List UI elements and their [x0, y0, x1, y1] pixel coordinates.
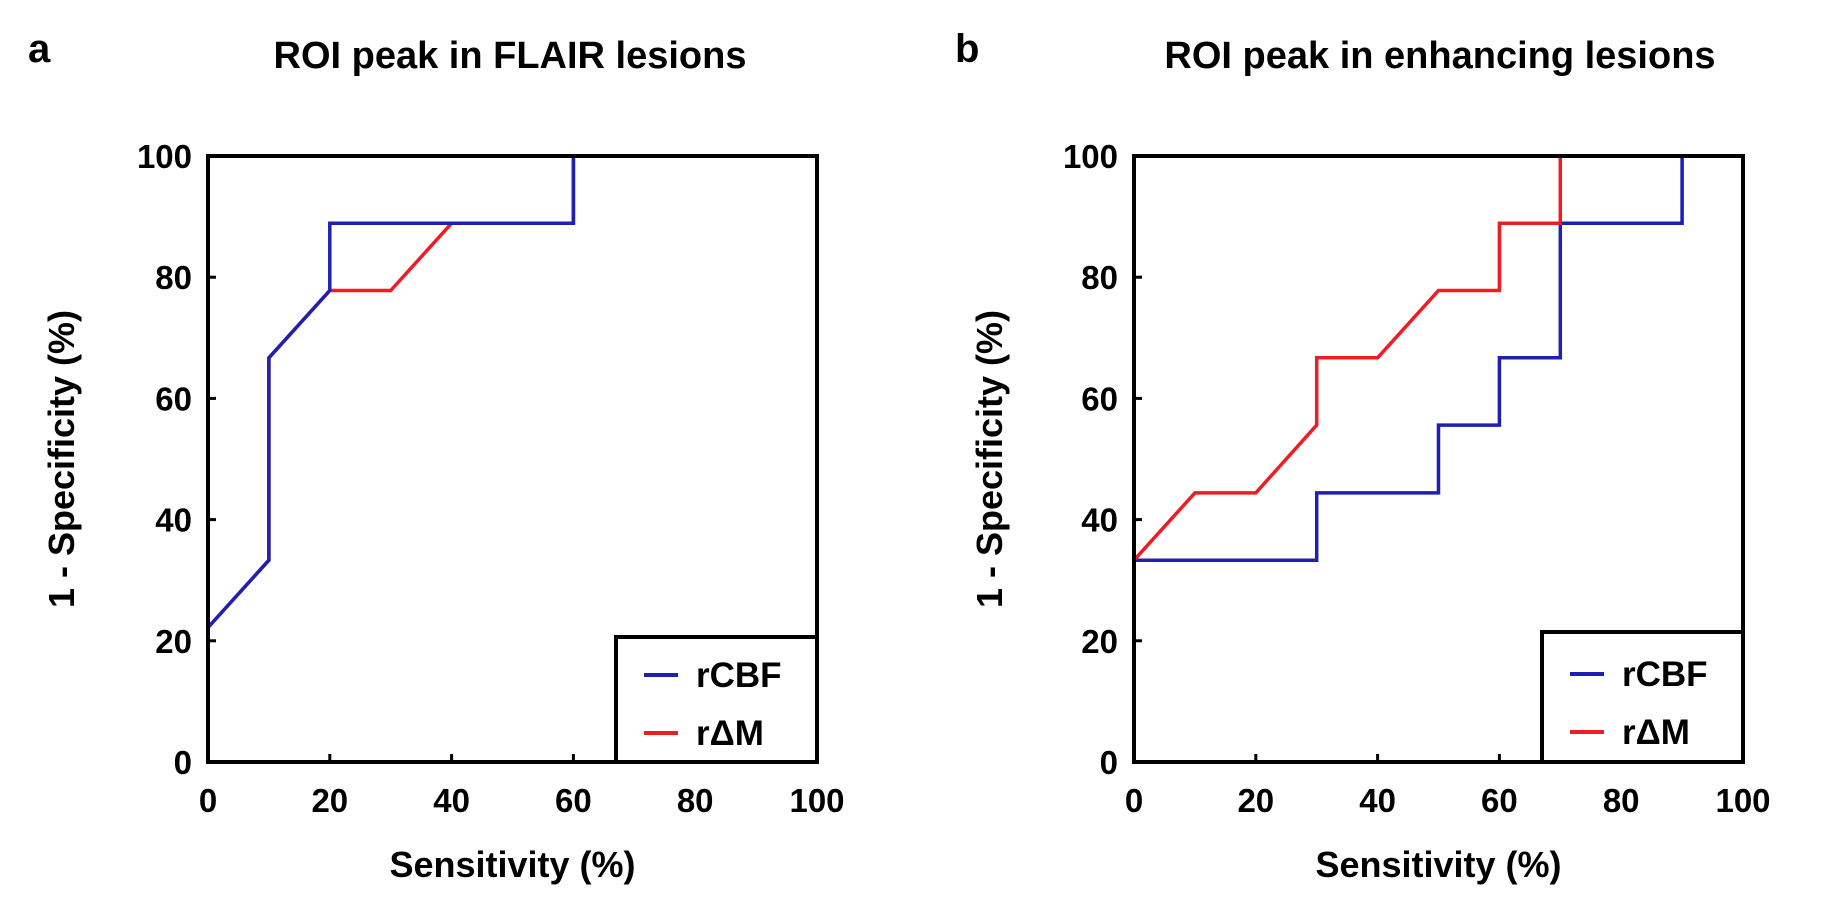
legend-box — [614, 635, 819, 764]
x-tick-label: 0 — [1125, 782, 1143, 819]
y-tick-label: 60 — [155, 380, 192, 417]
y-tick-label: 0 — [174, 744, 192, 781]
y-tick-label: 40 — [1081, 502, 1118, 539]
x-axis-label: Sensitivity (%) — [389, 844, 635, 885]
chart-panel-b: b ROI peak in enhancing lesions 0 20 40 60 80 1… — [955, 27, 1771, 885]
plot-frame — [1132, 154, 1745, 764]
x-tick-label: 0 — [199, 782, 217, 819]
legend: rCBF rΔM — [614, 635, 819, 764]
series-line-rdm — [1132, 154, 1743, 762]
legend: rCBF rΔM — [1540, 630, 1745, 764]
y-tick-label: 0 — [1100, 744, 1118, 781]
x-tick-label: 40 — [433, 782, 470, 819]
x-tick-label: 100 — [789, 782, 844, 819]
y-tick-label: 100 — [137, 138, 192, 175]
chart-title: ROI peak in FLAIR lesions — [274, 35, 747, 77]
x-tick-label: 80 — [1603, 782, 1640, 819]
legend-label: rCBF — [1622, 655, 1708, 694]
legend-label: rCBF — [696, 656, 782, 695]
x-tick-label: 60 — [555, 782, 592, 819]
y-tick-label: 20 — [1081, 623, 1118, 660]
panel-letter: b — [955, 27, 979, 71]
y-tick-label: 80 — [1081, 259, 1118, 296]
y-axis-label: 1 - Specificity (%) — [41, 310, 82, 608]
x-tick-label: 60 — [1481, 782, 1518, 819]
y-tick-label: 60 — [1081, 380, 1118, 417]
y-tick-label: 100 — [1063, 138, 1118, 175]
x-tick-label: 20 — [1237, 782, 1274, 819]
series-line-rcbf — [206, 154, 817, 762]
x-tick-label: 20 — [311, 782, 348, 819]
y-axis-label: 1 - Specificity (%) — [969, 310, 1010, 608]
y-tick-label: 40 — [155, 502, 192, 539]
chart-panel-a: a ROI peak in FLAIR lesions 0 20 40 60 80 100 0 2… — [28, 27, 845, 885]
x-tick-label: 100 — [1715, 782, 1770, 819]
x-axis-label: Sensitivity (%) — [1315, 844, 1561, 885]
panel-letter: a — [28, 27, 51, 71]
plot-frame — [206, 154, 819, 764]
legend-box — [1540, 630, 1745, 764]
series-line-rcbf — [1132, 154, 1743, 762]
legend-label: rΔM — [1622, 713, 1690, 752]
y-tick-label: 80 — [155, 259, 192, 296]
legend-label: rΔM — [696, 714, 764, 753]
x-tick-label: 40 — [1359, 782, 1396, 819]
chart-title: ROI peak in enhancing lesions — [1164, 35, 1715, 77]
y-tick-label: 20 — [155, 623, 192, 660]
x-tick-label: 80 — [677, 782, 714, 819]
